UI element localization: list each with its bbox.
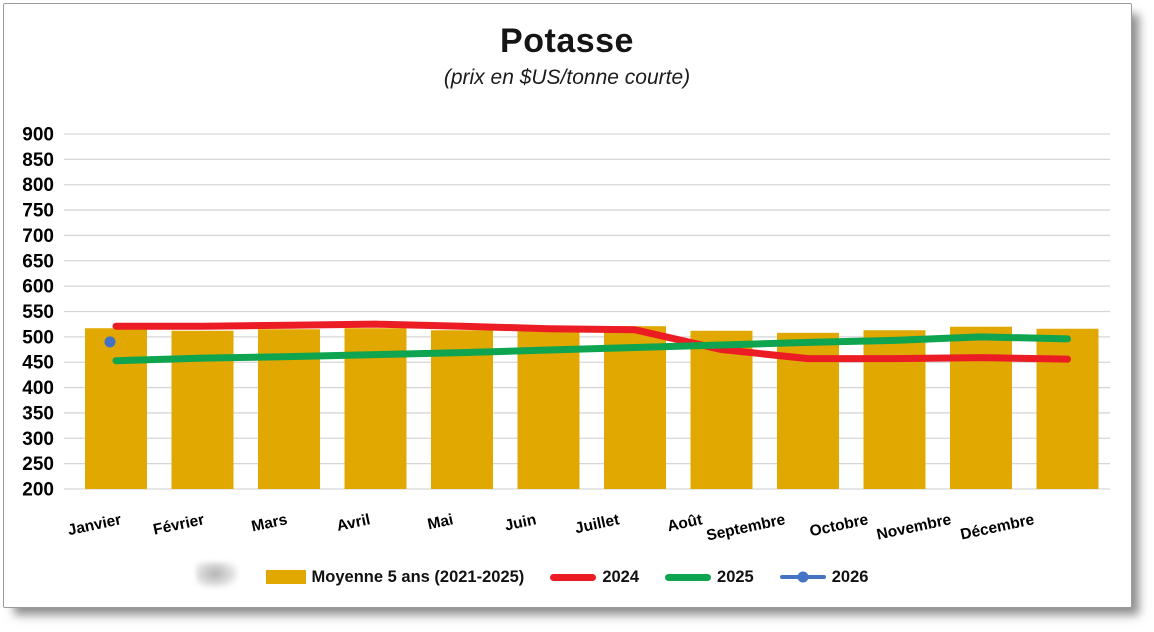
legend-label-2026: 2026 (831, 567, 869, 586)
x-tick-label-février: Février (152, 511, 206, 538)
legend-label-2024: 2024 (602, 567, 640, 586)
x-tick-label-décembre: Décembre (959, 511, 1036, 543)
x-tick-label-septembre: Septembre (705, 511, 787, 544)
chart-title: Potasse (500, 22, 634, 60)
bar-juin (517, 331, 580, 489)
x-tick-label-août: Août (666, 511, 704, 535)
legend-2026-dot-icon (797, 571, 809, 583)
bar-mai (431, 330, 493, 489)
legend-item-moyenne: Moyenne 5 ans (2021-2025) (265, 567, 525, 587)
chart-card (3, 3, 1132, 608)
bar-octobre (863, 330, 926, 489)
y-tick-label: 300 (22, 429, 54, 450)
y-tick-label: 500 (22, 327, 54, 348)
x-tick-label-juin: Juin (503, 511, 538, 534)
x-tick-label-mai: Mai (426, 511, 455, 533)
bar-juillet (604, 326, 666, 489)
y-tick-label: 400 (22, 378, 54, 399)
legend-swatch-2026-marker-icon (779, 571, 826, 583)
y-tick-label: 850 (22, 150, 54, 171)
marker-2026 (104, 336, 116, 348)
legend-swatch-2025-line-icon (665, 573, 712, 581)
x-tick-label-octobre: Octobre (808, 511, 870, 540)
y-tick-label: 450 (22, 353, 54, 374)
y-tick-label: 250 (22, 454, 54, 475)
smudge-mark (196, 562, 238, 588)
legend-label-2025: 2025 (717, 567, 754, 586)
y-tick-label: 750 (22, 201, 54, 222)
series-line-2024 (112, 320, 1071, 363)
bar-décembre (1036, 328, 1099, 489)
chart-subtitle: (prix en $US/tonne courte) (443, 66, 691, 89)
legend-item-2025: 2025 (665, 568, 754, 587)
y-tick-label: 900 (22, 125, 54, 146)
legend: Moyenne 5 ans (2021-2025) 2024 2025 2026 (0, 564, 1134, 590)
y-tick-label: 800 (22, 175, 54, 196)
x-tick-label-juillet: Juillet (573, 511, 620, 537)
bar-janvier (85, 328, 147, 489)
x-tick-label-avril: Avril (335, 511, 372, 535)
y-tick-label: 200 (22, 480, 54, 501)
series-line-2025 (112, 333, 1071, 365)
legend-item-2026: 2026 (779, 567, 869, 587)
x-tick-label-janvier: Janvier (66, 511, 123, 539)
legend-label-moyenne: Moyenne 5 ans (2021-2025) (311, 567, 525, 586)
y-tick-label: 350 (22, 403, 54, 424)
bar-août (690, 330, 753, 489)
y-tick-label: 600 (22, 277, 54, 298)
legend-swatch-2024-line-icon (550, 573, 597, 581)
y-tick-label: 700 (22, 226, 54, 247)
y-tick-label: 650 (22, 251, 54, 272)
bar-novembre (950, 326, 1012, 489)
y-tick-label: 550 (22, 302, 54, 323)
legend-swatch-bar-icon (265, 570, 306, 584)
x-tick-label-novembre: Novembre (875, 511, 953, 543)
legend-item-2024: 2024 (550, 568, 639, 587)
x-tick-label-mars: Mars (250, 511, 289, 535)
